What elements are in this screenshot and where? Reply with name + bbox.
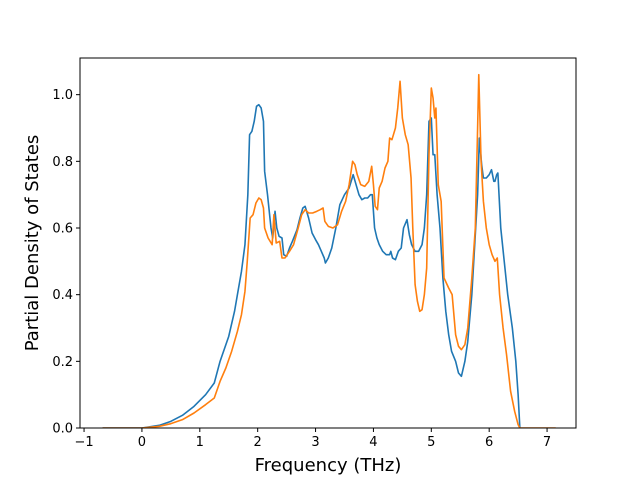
y-tick-label: 0.2 <box>52 355 73 370</box>
x-tick-label: 5 <box>427 435 435 450</box>
x-tick-label: 7 <box>543 435 551 450</box>
series-line-1 <box>102 103 521 428</box>
y-tick-label: 0.4 <box>52 288 73 303</box>
series-line-2 <box>102 73 556 428</box>
y-tick-label: 1.0 <box>52 88 73 103</box>
x-tick-label: −1 <box>74 435 93 450</box>
x-tick-label: 1 <box>196 435 204 450</box>
x-tick-label: 6 <box>485 435 493 450</box>
x-tick-label: 0 <box>138 435 146 450</box>
x-tick-label: 3 <box>311 435 319 450</box>
x-axis-label: Frequency (THz) <box>255 455 402 476</box>
x-tick-label: 4 <box>369 435 377 450</box>
y-axis: 0.0 0.2 0.4 0.6 0.8 1.0 <box>52 88 80 437</box>
x-axis: −1 0 1 2 3 4 5 6 7 <box>74 428 551 450</box>
y-tick-label: 0.6 <box>52 222 73 237</box>
x-tick-label: 2 <box>254 435 262 450</box>
y-tick-label: 0.0 <box>52 422 73 437</box>
y-tick-label: 0.8 <box>52 155 73 170</box>
y-axis-label: Partial Density of States <box>22 135 43 352</box>
axes-frame <box>79 57 577 429</box>
plot-area <box>102 73 556 428</box>
